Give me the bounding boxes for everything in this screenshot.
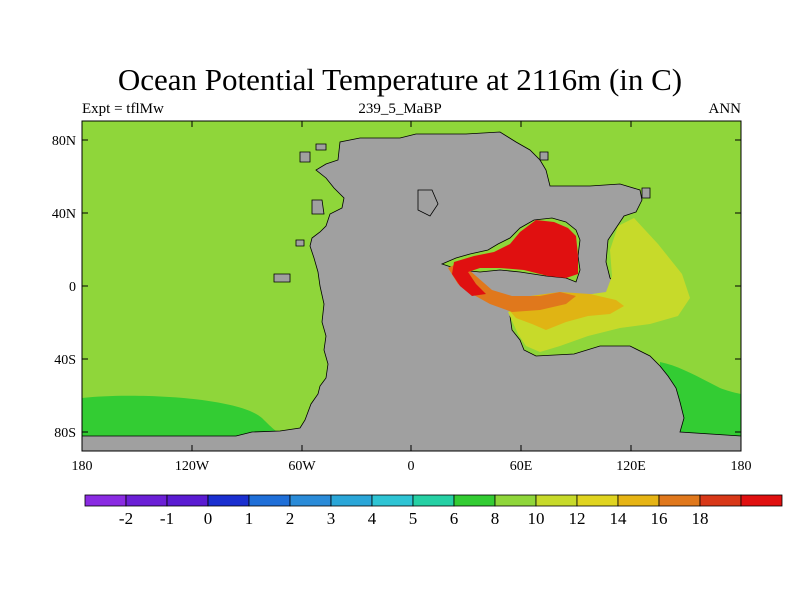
colorbar-box bbox=[494, 494, 537, 507]
colorbar-label: 14 bbox=[610, 509, 628, 528]
colorbar-box bbox=[248, 494, 291, 507]
island-west-2 bbox=[295, 239, 305, 247]
x-tick-label: 120W bbox=[175, 459, 210, 474]
x-tick-label: 60W bbox=[288, 459, 316, 474]
y-tick-label: 40N bbox=[52, 207, 76, 222]
colorbar-box bbox=[289, 494, 332, 507]
colorbar-box bbox=[740, 494, 783, 507]
hot-red-core bbox=[452, 220, 578, 296]
colorbar bbox=[84, 494, 783, 507]
x-tick-label: 120E bbox=[616, 459, 646, 474]
colorbar-box bbox=[699, 494, 742, 507]
colorbar-box bbox=[576, 494, 619, 507]
colorbar-label: 3 bbox=[327, 509, 336, 528]
experiment-label: Expt = tflMw bbox=[82, 101, 164, 117]
colorbar-box bbox=[658, 494, 701, 507]
colorbar-label: 2 bbox=[286, 509, 295, 528]
y-tick-label: 80S bbox=[54, 426, 76, 441]
colorbar-box bbox=[125, 494, 168, 507]
island-north-4 bbox=[417, 189, 439, 217]
period-label: 239_5_MaBP bbox=[358, 101, 442, 117]
island-north-2 bbox=[315, 143, 327, 151]
colorbar-labels: -2 -1 0 1 2 3 4 5 6 8 10 12 14 16 18 bbox=[119, 509, 709, 528]
colorbar-box bbox=[371, 494, 414, 507]
warm-orange-zone bbox=[448, 262, 576, 312]
colorbar-box bbox=[535, 494, 578, 507]
colorbar-label: 18 bbox=[692, 509, 709, 528]
colorbar-label: 6 bbox=[450, 509, 459, 528]
y-tick-label: 40S bbox=[54, 353, 76, 368]
colorbar-label: 16 bbox=[651, 509, 668, 528]
colorbar-box bbox=[330, 494, 373, 507]
y-tick-label: 0 bbox=[69, 280, 76, 295]
colorbar-label: 4 bbox=[368, 509, 377, 528]
colorbar-label: 8 bbox=[491, 509, 500, 528]
colorbar-box bbox=[412, 494, 455, 507]
y-axis bbox=[82, 139, 741, 433]
island-north-3 bbox=[311, 199, 325, 215]
map-title: Ocean Potential Temperature at 2116m (in… bbox=[117, 62, 683, 97]
y-tick-labels: 80N 40N 0 40S 80S bbox=[52, 134, 76, 441]
colorbar-label: 12 bbox=[569, 509, 586, 528]
colorbar-label: -2 bbox=[119, 509, 133, 528]
colorbar-label: 0 bbox=[204, 509, 213, 528]
colorbar-box bbox=[207, 494, 250, 507]
x-tick-label: 180 bbox=[731, 459, 752, 474]
x-tick-label: 60E bbox=[510, 459, 533, 474]
colorbar-label: 5 bbox=[409, 509, 418, 528]
season-label: ANN bbox=[708, 101, 742, 117]
x-tick-label: 0 bbox=[408, 459, 415, 474]
island-east-2 bbox=[641, 187, 651, 199]
colorbar-box bbox=[84, 494, 127, 507]
island-east-1 bbox=[539, 151, 549, 161]
colorbar-label: 1 bbox=[245, 509, 254, 528]
y-tick-label: 80N bbox=[52, 134, 76, 149]
x-tick-label: 180 bbox=[72, 459, 93, 474]
colorbar-label: 10 bbox=[528, 509, 545, 528]
x-tick-labels: 180 120W 60W 0 60E 120E 180 bbox=[72, 459, 752, 474]
colorbar-box bbox=[166, 494, 209, 507]
map-plot-area bbox=[82, 121, 741, 451]
colorbar-box bbox=[453, 494, 496, 507]
island-north-1 bbox=[299, 151, 311, 163]
colorbar-label: -1 bbox=[160, 509, 174, 528]
island-west-1 bbox=[273, 273, 291, 283]
colorbar-box bbox=[617, 494, 660, 507]
x-axis bbox=[81, 121, 742, 451]
